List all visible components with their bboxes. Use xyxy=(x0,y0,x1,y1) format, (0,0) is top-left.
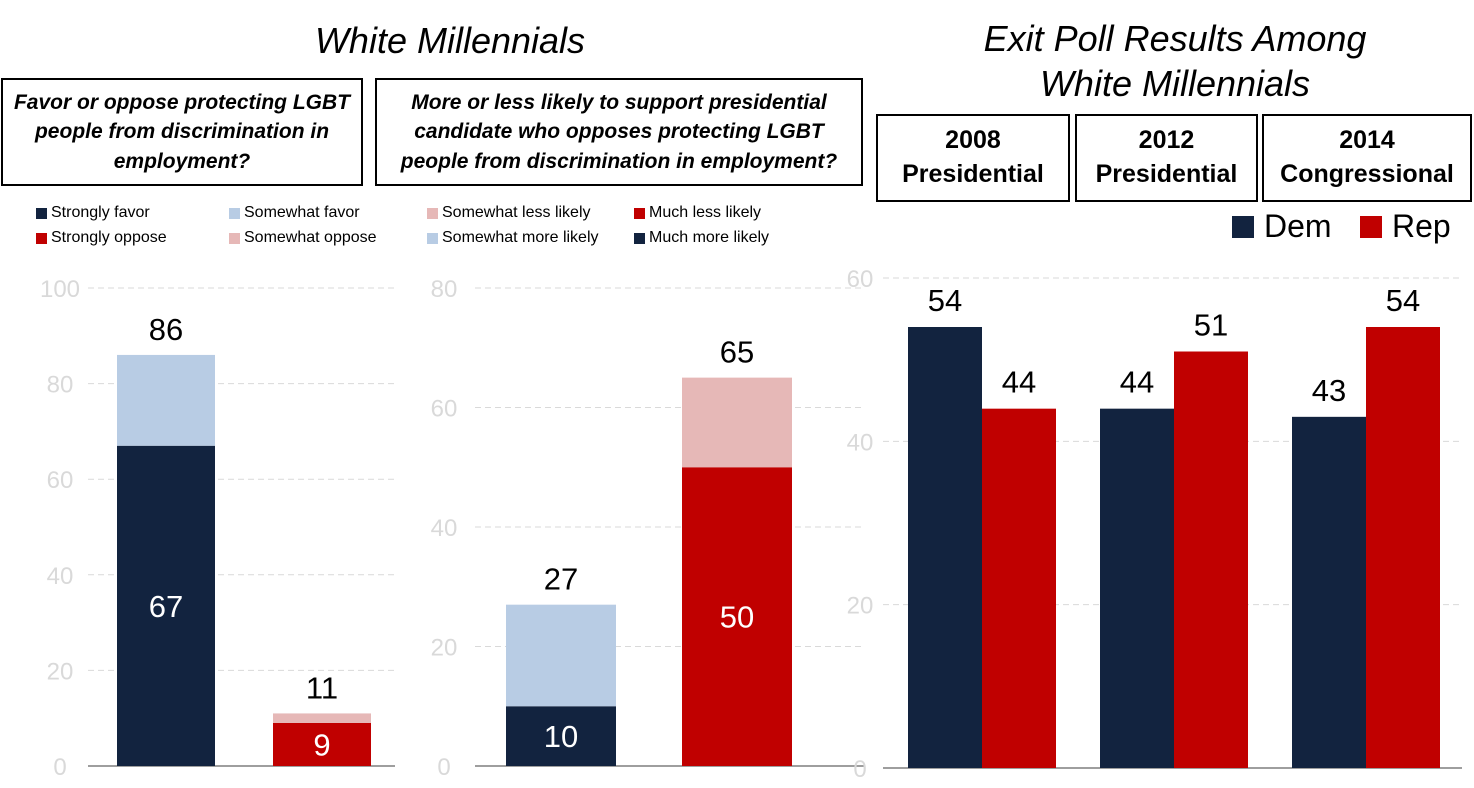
bar-segment xyxy=(117,445,215,766)
bar-segment xyxy=(506,706,616,766)
legend-label: Somewhat less likely xyxy=(442,204,591,221)
legend-dem: Dem xyxy=(1232,208,1332,245)
chart-1: 0 20 40 60 80 100 86 67 11 9 xyxy=(40,276,395,781)
y-tick-label: 60 xyxy=(431,396,458,423)
bar-value-label: 54 xyxy=(1386,283,1420,318)
legend-somewhat-more-likely: Somewhat more likely xyxy=(427,229,599,247)
legend-label: Somewhat oppose xyxy=(244,229,377,246)
year-box-2008: 2008 Presidential xyxy=(876,114,1070,202)
question-box-2: More or less likely to support president… xyxy=(375,78,863,186)
legend-swatch xyxy=(427,232,438,244)
legend-somewhat-oppose: Somewhat oppose xyxy=(229,229,377,247)
y-tick-label: 0 xyxy=(853,756,866,783)
bar-segment xyxy=(273,722,371,766)
y-tick-label: 20 xyxy=(431,635,458,662)
bar xyxy=(982,408,1056,768)
bar-value-label: 43 xyxy=(1312,373,1346,408)
y-tick-label: 20 xyxy=(847,593,874,620)
bar xyxy=(1366,327,1440,768)
year-box-2012-type: Presidential xyxy=(1095,160,1238,188)
legend-label: Strongly oppose xyxy=(51,229,167,246)
legend-strongly-favor: Strongly favor xyxy=(36,204,150,222)
legend-swatch xyxy=(1232,215,1254,238)
legend-label: Dem xyxy=(1264,208,1332,244)
bar-value-label: 54 xyxy=(928,283,962,318)
bar-segment xyxy=(117,354,215,446)
bar-value-label: 44 xyxy=(1120,365,1154,400)
bar-total-label: 86 xyxy=(149,312,183,347)
bar-total-label: 65 xyxy=(720,335,754,370)
bar-segment xyxy=(682,377,792,468)
right-title-line-1: Exit Poll Results Among xyxy=(983,18,1367,59)
y-tick-label: 80 xyxy=(431,276,458,303)
legend-label: Rep xyxy=(1392,208,1451,244)
y-tick-label: 40 xyxy=(431,515,458,542)
legend-swatch xyxy=(427,207,438,219)
legend-label: Strongly favor xyxy=(51,204,150,221)
year-box-2012-year: 2012 xyxy=(1138,126,1195,155)
legend-swatch xyxy=(634,232,645,244)
bar-value-label: 44 xyxy=(1002,365,1036,400)
legend-swatch xyxy=(36,207,47,219)
legend-label: Somewhat more likely xyxy=(442,229,599,246)
legend-strongly-oppose: Strongly oppose xyxy=(36,229,167,247)
bar-total-label: 11 xyxy=(306,670,338,705)
year-box-2014-type: Congressional xyxy=(1280,160,1454,188)
year-box-2014-year: 2014 xyxy=(1339,126,1395,155)
legend-much-more-likely: Much more likely xyxy=(634,229,769,247)
legend-swatch xyxy=(229,207,240,219)
legend-somewhat-favor: Somewhat favor xyxy=(229,204,360,222)
bar-segment xyxy=(273,713,371,723)
legend-label: Somewhat favor xyxy=(244,204,360,221)
question-1-text: Favor or oppose protecting LGBT people f… xyxy=(13,90,350,173)
y-tick-label: 60 xyxy=(47,467,74,494)
y-tick-label: 100 xyxy=(40,276,80,303)
y-tick-label: 40 xyxy=(47,563,74,590)
bar xyxy=(1174,351,1248,768)
legend-swatch xyxy=(1360,215,1382,238)
bar-inner-label: 10 xyxy=(544,719,578,754)
legend-swatch xyxy=(634,207,645,219)
bar-inner-label: 50 xyxy=(720,600,754,635)
bar xyxy=(1100,408,1174,768)
legend-swatch xyxy=(229,232,240,244)
right-title-line-2: White Millennials xyxy=(1039,63,1311,104)
bar-segment xyxy=(506,604,616,707)
y-tick-label: 40 xyxy=(847,429,874,456)
right-title: Exit Poll Results Among White Millennial… xyxy=(900,16,1450,106)
bar-total-label: 27 xyxy=(544,562,578,597)
bar-value-label: 51 xyxy=(1194,308,1228,343)
bar xyxy=(1292,416,1366,768)
legend-somewhat-less-likely: Somewhat less likely xyxy=(427,204,591,222)
legend-label: Much less likely xyxy=(649,204,762,221)
legend-label: Much more likely xyxy=(649,229,770,246)
year-box-2008-type: Presidential xyxy=(902,160,1044,188)
year-box-2012: 2012 Presidential xyxy=(1075,114,1258,202)
question-2-text: More or less likely to support president… xyxy=(400,90,838,173)
bar-inner-label: 67 xyxy=(149,589,183,624)
bar-inner-label: 9 xyxy=(313,727,330,762)
y-tick-label: 60 xyxy=(847,266,874,293)
chart-3: 0 20 40 60 54 44 44 51 43 54 xyxy=(847,266,1462,783)
y-tick-label: 0 xyxy=(53,754,66,781)
y-tick-label: 20 xyxy=(47,658,74,685)
legend-swatch xyxy=(36,232,47,244)
year-box-2014: 2014 Congressional xyxy=(1262,114,1472,202)
y-tick-label: 0 xyxy=(437,754,450,781)
year-box-2008-year: 2008 xyxy=(945,126,1001,155)
legend-rep: Rep xyxy=(1360,208,1451,245)
question-box-1: Favor or oppose protecting LGBT people f… xyxy=(1,78,363,186)
chart-2: 0 20 40 60 80 27 10 65 50 xyxy=(431,276,865,781)
bar xyxy=(908,327,982,768)
bar-segment xyxy=(682,467,792,766)
legend-much-less-likely: Much less likely xyxy=(634,204,761,222)
left-title: White Millennials xyxy=(314,20,586,61)
y-tick-label: 80 xyxy=(47,372,74,399)
